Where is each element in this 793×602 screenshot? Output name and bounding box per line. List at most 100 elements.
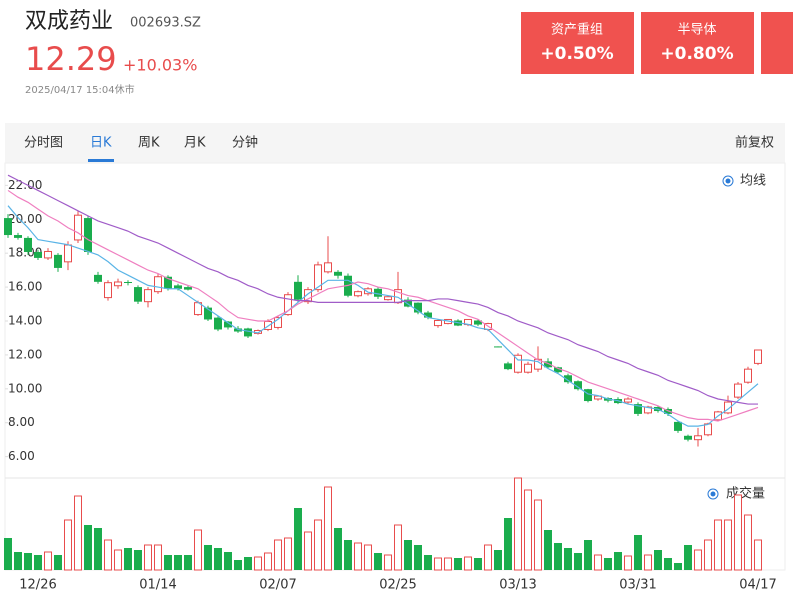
volume-bar <box>604 558 612 570</box>
candle-body <box>354 291 362 297</box>
volume-bar <box>154 544 162 571</box>
volume-bar <box>464 556 472 571</box>
candle-body <box>474 320 482 325</box>
candle-body <box>4 218 12 236</box>
volume-bar <box>254 556 262 571</box>
candle-body <box>634 404 642 414</box>
chart-frame <box>4 162 786 571</box>
volume-bar <box>594 554 602 571</box>
volume-bar <box>334 528 342 570</box>
tag-box[interactable] <box>521 12 634 74</box>
legend-radio[interactable] <box>722 175 734 187</box>
candle-body <box>554 367 562 373</box>
tag-change[interactable]: +0.50% <box>540 44 613 64</box>
candle-body <box>434 319 442 327</box>
tag-box[interactable] <box>641 12 754 74</box>
tag[interactable]: 资产重组 +0.50% <box>521 12 634 74</box>
volume-bar <box>214 548 222 570</box>
candle-body <box>384 296 392 301</box>
volume-bar <box>134 550 142 570</box>
volume-bar <box>404 540 412 570</box>
volume-bar <box>574 553 582 570</box>
volume-bar <box>634 535 642 570</box>
y-tick-label: 16.00 <box>8 280 42 294</box>
volume-bar <box>174 555 182 570</box>
candle-body <box>424 312 432 318</box>
candle-body <box>324 262 332 273</box>
candle-body <box>104 282 112 299</box>
tab[interactable]: 周K <box>138 136 160 151</box>
moving-average-line <box>7 174 758 405</box>
candle-body <box>24 237 32 252</box>
candle-body <box>164 276 172 289</box>
candle-body <box>124 282 132 283</box>
tab-active[interactable]: 日K <box>90 136 112 151</box>
volume-bar <box>224 552 232 570</box>
candle-body <box>564 375 572 383</box>
candle-body <box>694 435 702 441</box>
volume-bar <box>674 563 682 570</box>
candle-body <box>284 294 292 316</box>
tag-box-clipped[interactable] <box>761 12 793 74</box>
tag-name[interactable]: 半导体 <box>677 23 716 38</box>
moving-average-line <box>7 205 759 427</box>
candle-body <box>734 383 742 398</box>
volume-bar <box>654 550 662 570</box>
legend-radio-dot[interactable] <box>725 178 731 184</box>
volume-bar <box>74 495 82 571</box>
candle-body <box>504 363 512 370</box>
tab[interactable]: 分钟 <box>232 135 258 151</box>
candle-body <box>704 423 712 436</box>
candle-body <box>94 274 102 282</box>
legend-radio[interactable] <box>707 488 719 500</box>
tab[interactable]: 分时图 <box>24 136 63 151</box>
volume-bar <box>364 544 372 571</box>
volume-bar <box>344 540 352 570</box>
x-tick-label: 03/31 <box>619 578 656 593</box>
volume-bar <box>384 554 392 571</box>
candle-body <box>584 389 592 402</box>
legend-label[interactable]: 均线 <box>740 174 766 189</box>
candle-body <box>154 276 162 293</box>
volume-bar <box>414 545 422 570</box>
volume-bar <box>744 514 752 571</box>
volume-bar <box>584 540 592 570</box>
volume-bar <box>324 486 332 571</box>
candle-body <box>144 289 152 303</box>
candle-body <box>294 281 302 300</box>
tag-change[interactable]: +0.80% <box>660 44 733 64</box>
candle-body <box>744 368 752 383</box>
volume-bar <box>534 499 542 571</box>
x-tick-label: 12/26 <box>19 578 56 593</box>
price-change: +10.03% <box>123 56 197 75</box>
tab-bar <box>5 123 785 163</box>
volume-bar <box>504 518 512 570</box>
y-tick-label: 6.00 <box>8 449 35 463</box>
adjust-toggle[interactable]: 前复权 <box>735 135 774 151</box>
volume-bar <box>724 519 732 571</box>
volume-bar <box>444 557 452 571</box>
volume-bar <box>144 544 152 571</box>
volume-bar <box>564 548 572 570</box>
legend-radio-dot[interactable] <box>710 491 716 497</box>
tab[interactable]: 月K <box>184 136 206 151</box>
volume-bar <box>194 529 202 571</box>
candle-body <box>224 321 232 328</box>
volume-bar <box>694 549 702 571</box>
candle-body <box>184 287 192 290</box>
volume-bar <box>114 549 122 571</box>
volume-bar <box>204 545 212 570</box>
legend-label[interactable]: 成交量 <box>726 486 765 502</box>
volume-bar <box>424 555 432 570</box>
volume-bar <box>494 550 502 570</box>
y-tick-label: 18.00 <box>8 246 42 260</box>
volume-bar <box>664 558 672 570</box>
x-tick-label: 02/07 <box>259 578 296 593</box>
volume-bar <box>54 555 62 570</box>
candle-body <box>244 328 252 337</box>
volume-bar <box>34 555 42 570</box>
candle-body <box>524 363 532 373</box>
tag-name[interactable]: 资产重组 <box>551 22 603 38</box>
tag[interactable]: 半导体 +0.80% <box>641 12 754 74</box>
